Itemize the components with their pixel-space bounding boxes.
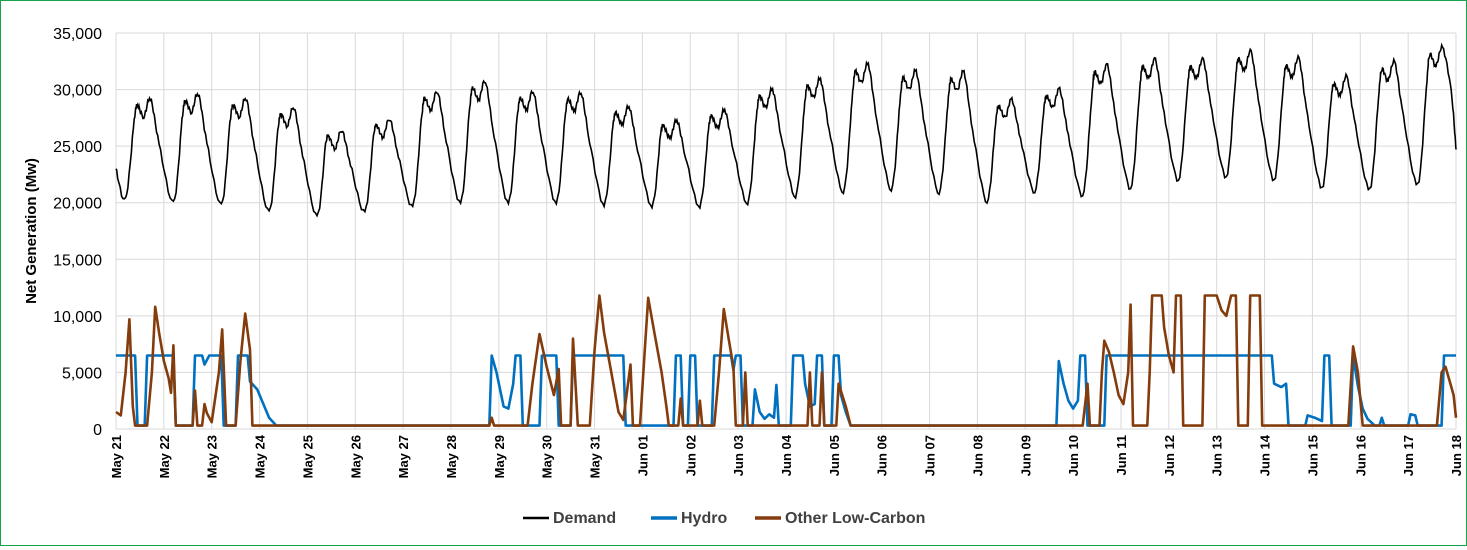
series-line-hydro	[116, 354, 1456, 427]
x-tick-label: Jun 12	[1162, 435, 1177, 476]
x-tick-label: May 29	[492, 435, 507, 478]
x-tick-label: Jun 14	[1258, 434, 1273, 476]
y-axis-tick-labels: 0 5,000 10,000 15,000 20,000 25,000 30,000 35,0…	[53, 26, 102, 439]
x-tick-label: May 22	[157, 435, 172, 478]
x-tick-label: Jun 15	[1305, 435, 1320, 476]
x-tick-label: Jun 05	[827, 435, 842, 476]
x-tick-label: May 24	[253, 434, 268, 478]
y-tick-label: 15,000	[53, 252, 102, 269]
x-tick-label: Jun 09	[1018, 435, 1033, 476]
x-tick-label: Jun 07	[923, 435, 938, 476]
x-tick-label: May 28	[444, 435, 459, 478]
x-tick-label: Jun 08	[970, 435, 985, 476]
x-tick-label: Jun 04	[779, 434, 794, 476]
y-tick-label: 35,000	[53, 26, 102, 43]
y-tick-label: 30,000	[53, 83, 102, 100]
x-tick-label: May 31	[588, 435, 603, 478]
x-tick-label: May 21	[109, 435, 124, 478]
series-line-demand	[115, 42, 1457, 218]
x-tick-label: May 23	[205, 435, 220, 478]
x-tick-label: Jun 16	[1353, 435, 1368, 476]
x-tick-label: Jun 13	[1210, 435, 1225, 476]
x-tick-label: May 27	[396, 435, 411, 478]
series-lines	[115, 42, 1458, 427]
y-tick-label: 25,000	[53, 139, 102, 156]
y-tick-label: 20,000	[53, 196, 102, 213]
y-axis-label: Net Generation (Mw)	[23, 158, 40, 304]
x-tick-label: Jun 03	[731, 435, 746, 476]
y-tick-label: 5,000	[62, 365, 102, 382]
y-tick-label: 0	[93, 422, 102, 439]
legend-item-other-low-carbon-label: Other Low-Carbon	[785, 510, 925, 527]
x-axis-tick-labels: May 21 May 22 May 23 May 24 May 25 May 26 May …	[109, 434, 1464, 478]
x-tick-label: Jun 06	[875, 435, 890, 476]
legend-item-hydro-label: Hydro	[681, 510, 727, 527]
x-tick-label: Jun 11	[1114, 435, 1129, 475]
x-tick-label: May 26	[348, 435, 363, 478]
series-line-other-low-carbon	[115, 294, 1458, 427]
x-tick-label: Jun 02	[683, 435, 698, 476]
x-tick-label: Jun 18	[1449, 435, 1464, 476]
x-tick-label: Jun 01	[635, 435, 650, 476]
legend-item-demand-label: Demand	[553, 510, 616, 527]
legend: Demand Hydro Other Low-Carbon	[523, 510, 925, 527]
x-tick-label: May 30	[540, 435, 555, 478]
x-tick-label: May 25	[300, 435, 315, 478]
y-tick-label: 10,000	[53, 309, 102, 326]
x-tick-label: Jun 17	[1401, 435, 1416, 476]
gridlines	[115, 32, 1457, 430]
x-tick-label: Jun 10	[1066, 435, 1081, 476]
